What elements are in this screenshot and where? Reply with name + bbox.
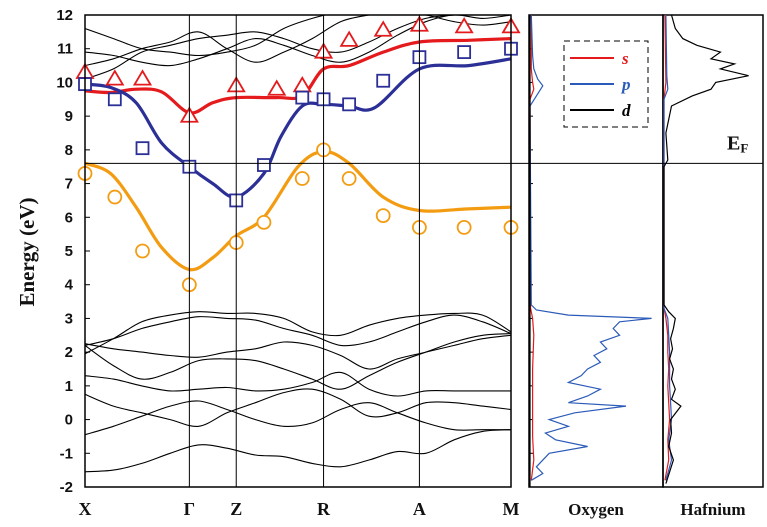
fitted-band-curve: [85, 37, 511, 115]
computed-band-line: [85, 15, 511, 80]
y-tick-label: 0: [65, 412, 73, 429]
fermi-label-main: E: [727, 132, 740, 154]
square-marker: [107, 92, 122, 107]
square-marker: [457, 45, 472, 59]
y-tick-label: -1: [60, 445, 73, 462]
y-tick-label: 2: [65, 344, 73, 361]
fermi-label-sub: F: [740, 140, 748, 155]
computed-band-line: [85, 15, 511, 57]
dos-curve: [529, 14, 652, 481]
circle-marker: [256, 214, 272, 230]
k-point-label: X: [79, 499, 92, 519]
square-marker: [135, 141, 150, 156]
band-panel-frame: [84, 14, 512, 488]
circle-marker: [294, 171, 310, 186]
computed-band-line: [85, 334, 511, 370]
y-tick-label: 12: [56, 7, 73, 24]
square-marker: [257, 158, 271, 172]
fitted-band-curve: [85, 57, 511, 199]
k-point-gridlines: [188, 15, 420, 487]
k-point-label: Z: [230, 499, 242, 519]
dos-curve: [663, 14, 673, 481]
dos-curve: [663, 14, 671, 481]
square-marker: [376, 73, 391, 88]
circle-marker: [341, 171, 357, 186]
computed-band-line: [85, 333, 511, 390]
computed-band-line: [85, 15, 511, 67]
triangle-marker: [373, 20, 393, 37]
y-tick-label: 4: [65, 277, 74, 294]
y-tick-label: 1: [65, 378, 73, 395]
fermi-label: EF: [727, 132, 748, 155]
square-marker: [342, 97, 357, 112]
y-tick-label: 10: [56, 74, 73, 91]
band-markers: [75, 15, 521, 293]
dos-panels: Oxygen Hafnium: [528, 14, 764, 519]
k-point-label: M: [503, 499, 520, 519]
dos-panel-label: Hafnium: [680, 500, 745, 519]
triangle-marker: [454, 17, 474, 34]
circle-marker: [375, 208, 391, 224]
triangle-marker: [132, 69, 153, 86]
y-tick-label: 7: [65, 176, 73, 193]
y-tick-label: 5: [65, 243, 73, 260]
triangle-marker: [339, 30, 359, 47]
computed-band-line: [85, 388, 511, 427]
triangle-marker: [267, 79, 287, 96]
k-point-label: R: [317, 499, 331, 519]
computed-band-line: [85, 371, 511, 397]
dos-panel-frame: [662, 14, 764, 488]
computed-bands: [85, 15, 511, 473]
band-structure-panel: [75, 14, 521, 488]
dos-curve: [663, 14, 749, 484]
computed-band-line: [85, 15, 511, 67]
computed-band-line: [85, 311, 511, 355]
computed-band-line: [85, 400, 511, 436]
dos-panel-label: Oxygen: [568, 500, 624, 519]
y-tick-label: 8: [65, 142, 73, 159]
k-point-label: A: [413, 499, 426, 519]
y-tick-label: -2: [60, 479, 73, 496]
legend-label: d: [622, 101, 631, 120]
circle-marker: [107, 189, 123, 205]
square-marker: [295, 90, 310, 105]
circle-marker: [456, 219, 472, 235]
triangle-marker: [105, 69, 125, 86]
y-tick-label: 3: [65, 310, 73, 327]
legend: spd: [563, 40, 649, 128]
computed-band-line: [85, 314, 511, 347]
k-point-label: Γ: [184, 499, 195, 519]
dos-curve: [529, 15, 535, 481]
dos-panel: [662, 14, 764, 488]
y-tick-label: 6: [65, 209, 73, 226]
y-axis-label: Energy (eV): [15, 197, 39, 306]
y-tick-label: 11: [57, 41, 73, 58]
triangle-marker: [292, 76, 312, 93]
legend-label: s: [621, 49, 629, 68]
y-tick-label: 9: [65, 108, 73, 125]
legend-label: p: [620, 75, 631, 94]
computed-band-line: [85, 429, 511, 473]
circle-marker: [135, 243, 150, 259]
